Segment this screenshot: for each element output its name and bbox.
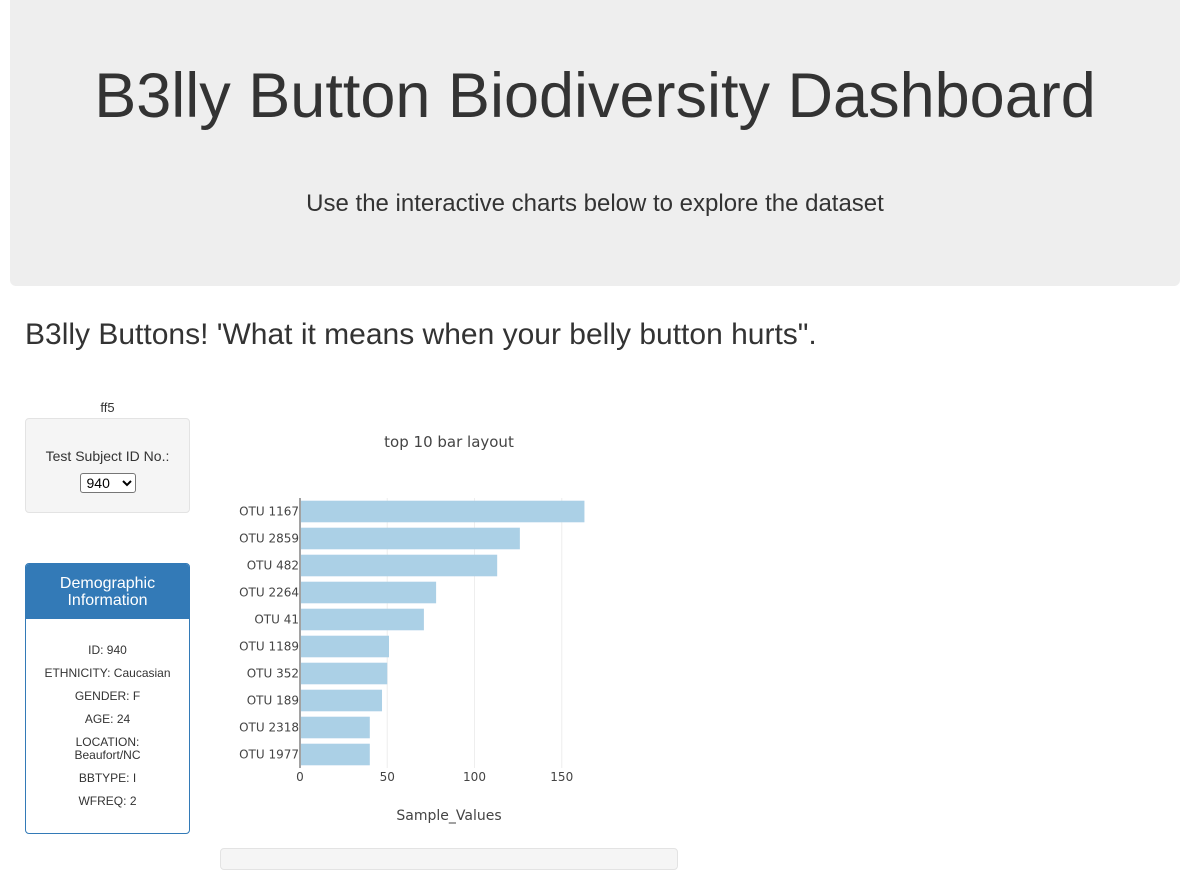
secondary-chart-well [220, 848, 678, 870]
subject-id-label: Test Subject ID No.: [45, 448, 170, 464]
bar-otu-2264[interactable] [301, 581, 437, 604]
x-tick-label: 0 [296, 770, 304, 784]
bar-otu-41[interactable] [301, 608, 424, 631]
demographic-ethnicity: ETHNICITY: Caucasian [44, 666, 171, 680]
bar-otu-1977[interactable] [301, 743, 370, 766]
y-tick-label: OTU 482 [247, 559, 299, 573]
section-heading: B3lly Buttons! 'What it means when your … [25, 318, 817, 351]
demographic-gender: GENDER: F [74, 689, 141, 703]
y-tick-label: OTU 189 [247, 694, 299, 708]
bar-otu-1167[interactable] [301, 500, 585, 523]
x-tick-label: 100 [463, 770, 486, 784]
y-tick-label: OTU 2264 [239, 586, 299, 600]
demographic-panel: Demographic Information ID: 940 ETHNICIT… [25, 563, 190, 834]
y-tick-label: OTU 2318 [239, 721, 299, 735]
y-tick-label: OTU 41 [254, 613, 299, 627]
bar-otu-352[interactable] [301, 662, 388, 685]
subject-selector-well: Test Subject ID No.: 940 [25, 418, 190, 513]
y-tick-label: OTU 1189 [239, 640, 299, 654]
x-tick-label: 50 [380, 770, 395, 784]
subject-id-select[interactable]: 940 [79, 473, 136, 493]
demographic-age: AGE: 24 [84, 712, 131, 726]
demographic-location: LOCATION: Beaufort/NC [74, 735, 141, 762]
selector-caption: ff5 [100, 400, 115, 415]
demographic-panel-body: ID: 940 ETHNICITY: Caucasian GENDER: F A… [26, 619, 189, 808]
bar-chart-container: top 10 bar layout OTU 1167 OTU 2859 OTU 48… [220, 410, 680, 840]
x-tick-label: 150 [550, 770, 573, 784]
page-subtitle: Use the interactive charts below to expl… [306, 190, 884, 217]
y-tick-label: OTU 352 [247, 667, 299, 681]
top10-bar-chart[interactable]: top 10 bar layout OTU 1167 OTU 2859 OTU 48… [220, 410, 680, 840]
x-axis-title: Sample_Values [396, 808, 501, 824]
demographic-id: ID: 940 [88, 643, 127, 657]
bar-otu-189[interactable] [301, 689, 383, 712]
bar-otu-2859[interactable] [301, 527, 520, 550]
demographic-panel-title: Demographic Information [26, 564, 189, 619]
bar-otu-2318[interactable] [301, 716, 370, 739]
y-tick-label: OTU 1167 [239, 505, 299, 519]
y-tick-label: OTU 2859 [239, 532, 299, 546]
bar-otu-1189[interactable] [301, 635, 389, 658]
chart-title: top 10 bar layout [384, 433, 514, 451]
page-title: B3lly Button Biodiversity Dashboard [94, 61, 1096, 131]
demographic-bbtype: BBTYPE: I [78, 771, 137, 785]
header-jumbotron: B3lly Button Biodiversity Dashboard Use … [10, 0, 1180, 286]
bar-otu-482[interactable] [301, 554, 498, 577]
demographic-wfreq: WFREQ: 2 [78, 794, 137, 808]
y-tick-label: OTU 1977 [239, 748, 299, 762]
